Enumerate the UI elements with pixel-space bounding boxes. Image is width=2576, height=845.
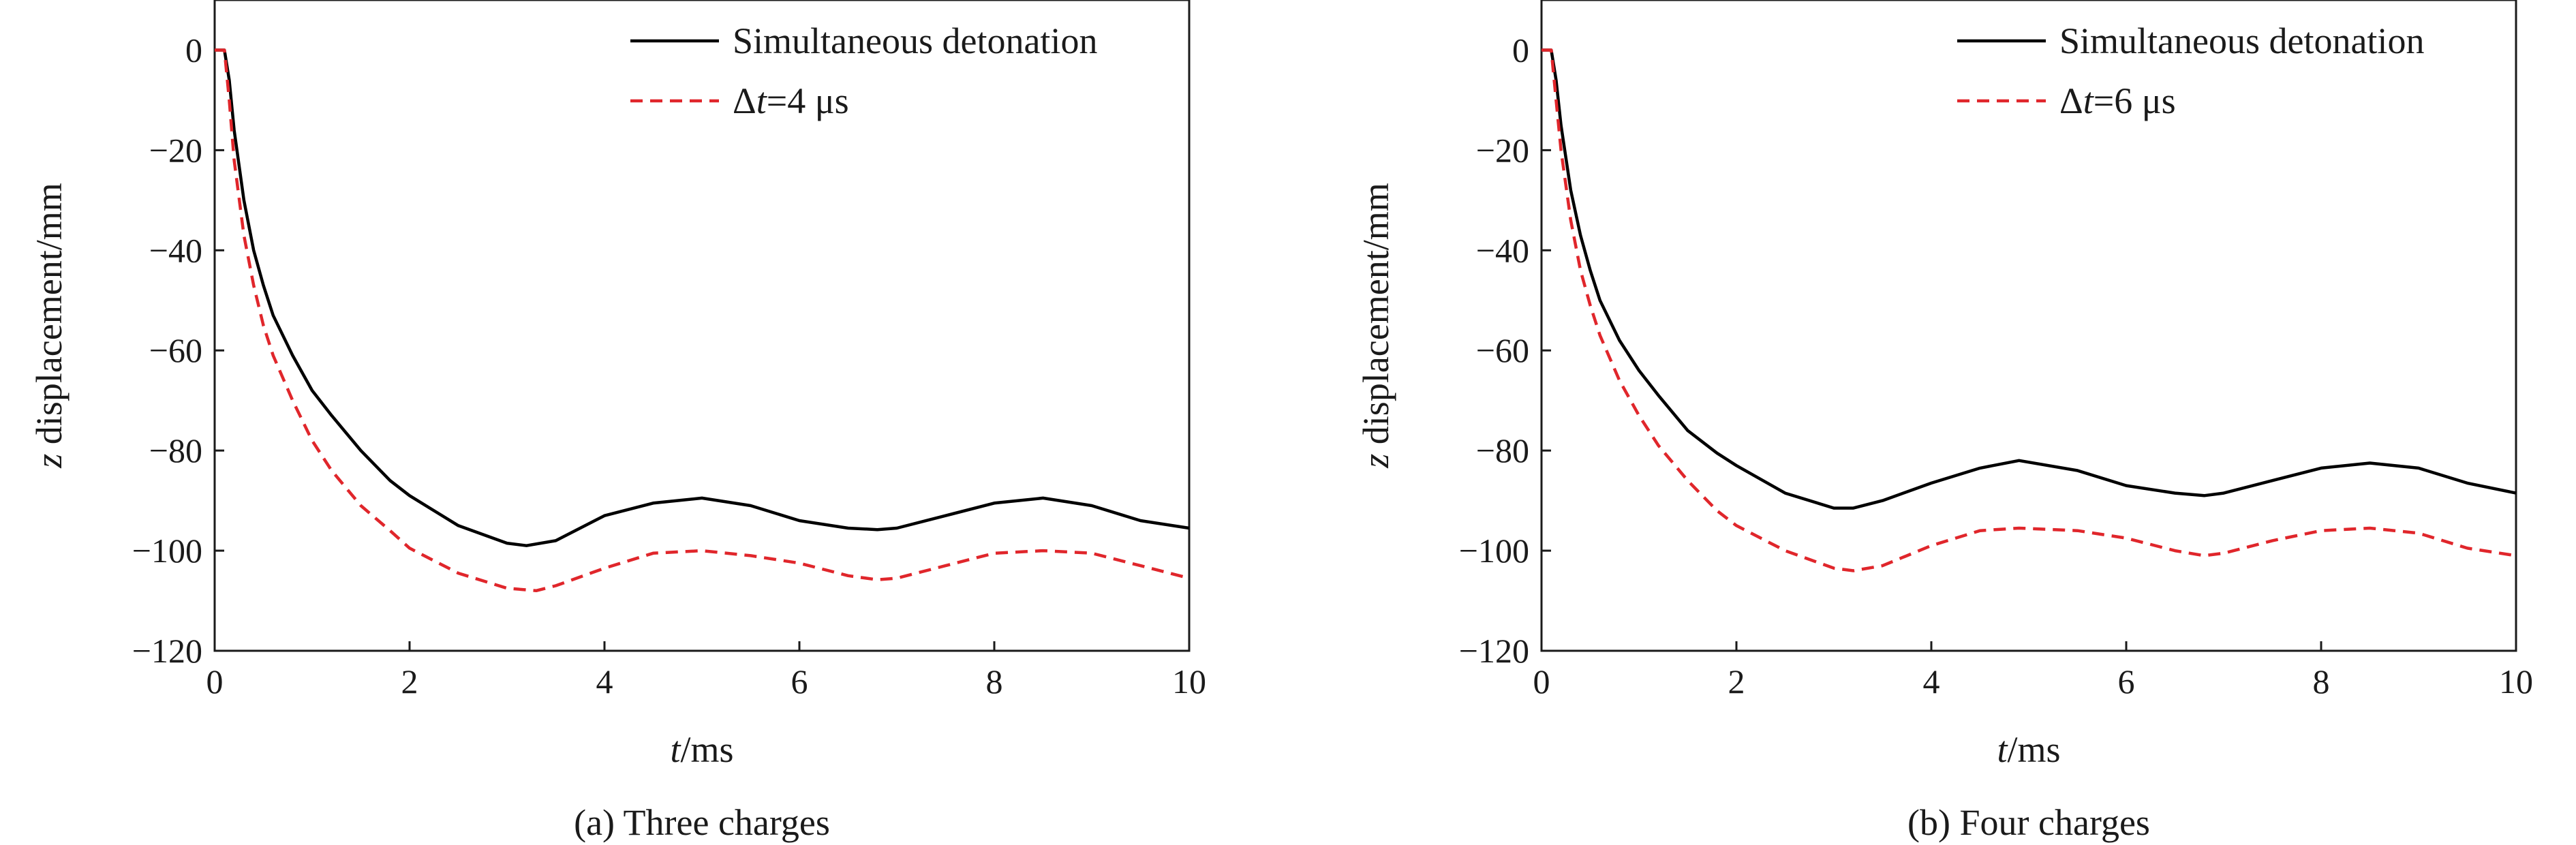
y-tick-label: −120 bbox=[1459, 632, 1529, 670]
legend-label-part: t bbox=[756, 80, 768, 121]
y-tick-label: −60 bbox=[149, 331, 202, 369]
x-tick-label: 2 bbox=[401, 662, 418, 701]
series-line-delayed bbox=[215, 48, 1190, 593]
series-line-simultaneous bbox=[215, 48, 1190, 547]
chart-panel-b: 0 2 4 6 8 10 0 −20 −40 −60 −80 −100 −120 t/ms z displa… bbox=[1355, 0, 2533, 843]
chart-panel-a: 0 2 4 6 8 10 0 −20 −40 −60 −80 −100 −120 t/ms z displa… bbox=[29, 0, 1206, 843]
y-tick-label: −40 bbox=[1476, 231, 1529, 269]
plot-frame bbox=[1540, 0, 2517, 652]
x-tick-label: 8 bbox=[986, 662, 1003, 701]
y-tick-label: 0 bbox=[1512, 31, 1529, 69]
panel-caption: (a) Three charges bbox=[574, 802, 830, 843]
y-tick-label: 0 bbox=[185, 31, 202, 69]
y-axis-label-unit: displacement/mm bbox=[29, 183, 70, 453]
legend-label: Δt=6 μs bbox=[2059, 80, 2176, 121]
series-line-delayed bbox=[1542, 48, 2517, 572]
x-tick-label: 4 bbox=[1923, 662, 1940, 701]
x-axis-label: t/ms bbox=[1997, 729, 2060, 770]
x-axis-label-symbol: t bbox=[1997, 729, 2008, 770]
y-tick-label: −40 bbox=[149, 231, 202, 269]
legend-label-part: Δ bbox=[2059, 80, 2083, 121]
x-axis-label-symbol: t bbox=[670, 729, 681, 770]
legend-label: Δt=4 μs bbox=[733, 80, 849, 121]
y-tick-label: −60 bbox=[1476, 331, 1529, 369]
panel-caption: (b) Four charges bbox=[1907, 802, 2150, 843]
legend-label: Simultaneous detonation bbox=[2059, 20, 2424, 61]
y-axis-label-unit: displacement/mm bbox=[1355, 183, 1396, 453]
x-axis-label-unit: /ms bbox=[680, 729, 733, 770]
y-axis-label: z displacement/mm bbox=[1355, 183, 1396, 468]
x-axis-label: t/ms bbox=[670, 729, 733, 770]
x-tick-label: 0 bbox=[1533, 662, 1550, 701]
x-axis-label-unit: /ms bbox=[2007, 729, 2060, 770]
y-axis-label-symbol: z bbox=[29, 454, 70, 469]
y-tick-label: −80 bbox=[149, 431, 202, 470]
legend-label-part: =6 μs bbox=[2094, 80, 2176, 121]
legend-label: Simultaneous detonation bbox=[733, 20, 1097, 61]
x-tick-label: 4 bbox=[596, 662, 613, 701]
y-tick-label: −100 bbox=[132, 532, 202, 570]
x-tick-label: 0 bbox=[206, 662, 224, 701]
y-axis-label-symbol: z bbox=[1355, 454, 1396, 469]
legend-label-part: Simultaneous detonation bbox=[2059, 20, 2424, 61]
x-tick-label: 6 bbox=[2118, 662, 2135, 701]
y-tick-label: −20 bbox=[149, 131, 202, 169]
legend: Simultaneous detonation Δt=4 μs bbox=[630, 20, 1097, 121]
legend-label-part: Δ bbox=[733, 80, 756, 121]
series-line-simultaneous bbox=[1542, 48, 2517, 510]
x-tick-label: 2 bbox=[1728, 662, 1745, 701]
x-tick-label: 10 bbox=[1172, 662, 1206, 701]
legend-label-part: Simultaneous detonation bbox=[733, 20, 1097, 61]
x-tick-label: 10 bbox=[2499, 662, 2533, 701]
y-tick-label: −120 bbox=[132, 632, 202, 670]
x-tick-label: 6 bbox=[791, 662, 808, 701]
y-tick-label: −80 bbox=[1476, 431, 1529, 470]
plot-frame bbox=[213, 0, 1191, 652]
legend: Simultaneous detonation Δt=6 μs bbox=[1957, 20, 2424, 121]
y-axis-label: z displacement/mm bbox=[29, 183, 70, 468]
legend-label-part: =4 μs bbox=[767, 80, 849, 121]
y-tick-label: −20 bbox=[1476, 131, 1529, 169]
x-tick-label: 8 bbox=[2313, 662, 2330, 701]
legend-label-part: t bbox=[2083, 80, 2095, 121]
y-tick-label: −100 bbox=[1459, 532, 1529, 570]
